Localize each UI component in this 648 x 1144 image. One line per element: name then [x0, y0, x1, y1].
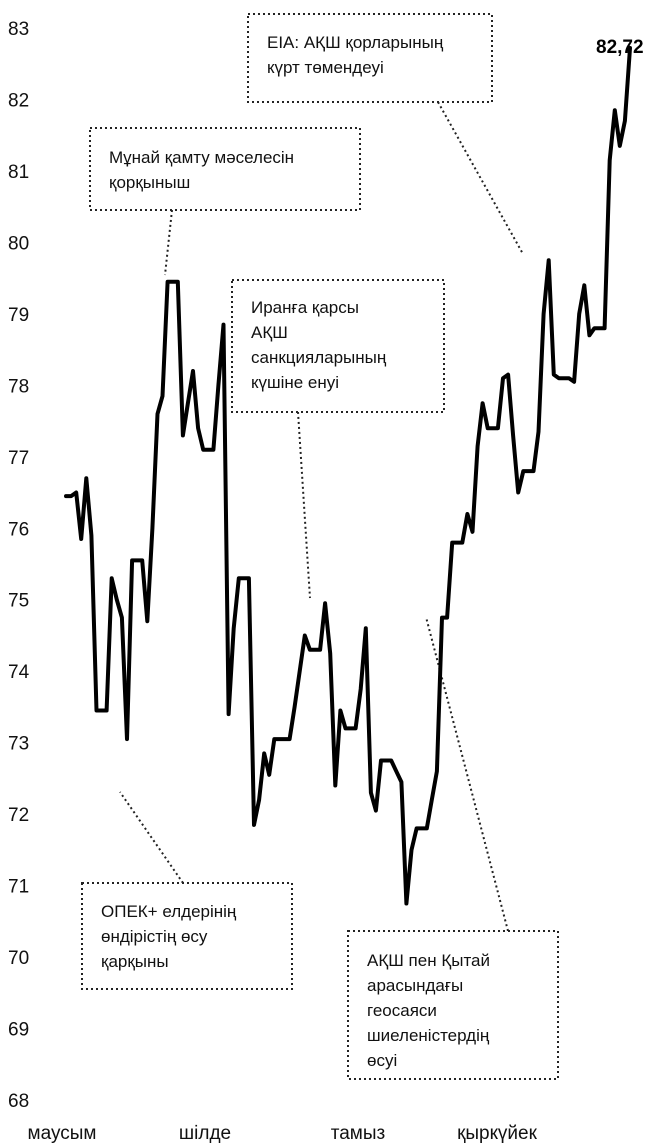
- annotation: Иранға қарсы АҚШ санкцияларының күшіне енуі: [231, 279, 445, 413]
- annotation-text: санкцияларының: [251, 348, 387, 367]
- annotation-text: EIA: АҚШ қорларының: [267, 33, 444, 52]
- y-tick-label: 69: [8, 1020, 29, 1041]
- annotation-leader: [437, 101, 524, 255]
- y-tick-label: 75: [8, 591, 29, 612]
- annotation-text: күшіне енуі: [251, 373, 339, 392]
- annotation-box: [347, 930, 559, 1080]
- series-group: [64, 46, 632, 906]
- annotation: EIA: АҚШ қорларының күрт төмендеуі: [247, 13, 493, 103]
- y-tick-label: 72: [8, 805, 29, 826]
- annotation-leaders: [119, 101, 524, 932]
- x-tick-label: маусым: [28, 1123, 97, 1144]
- y-tick-label: 82: [8, 90, 29, 111]
- annotation-text: АҚШ пен Қытай: [367, 951, 490, 970]
- y-tick-label: 81: [8, 162, 29, 183]
- annotation-leader: [164, 209, 173, 276]
- y-tick-label: 74: [8, 662, 30, 683]
- y-axis-ticks: 68 69 70 71 72 73 74 75 76 77 78 79 80 81 82 83: [8, 19, 30, 1112]
- annotation-text: өндірістің өсу: [101, 927, 208, 946]
- annotation-text: қарқыны: [101, 952, 169, 971]
- annotation-leader: [119, 791, 184, 884]
- annotation-text: қорқыныш: [109, 173, 190, 192]
- series-line: [64, 46, 632, 906]
- end-label-group: 82,72: [596, 37, 644, 58]
- annotation-leader: [297, 411, 311, 599]
- annotation-text: арасындағы: [367, 976, 463, 995]
- annotations: EIA: АҚШ қорларының күрт төмендеуі Мұнай қ…: [81, 13, 559, 1080]
- annotation-text: күрт төмендеуі: [267, 58, 384, 77]
- x-tick-label: тамыз: [331, 1123, 386, 1144]
- y-tick-label: 79: [8, 305, 29, 326]
- y-tick-label: 78: [8, 376, 29, 397]
- x-axis-ticks: маусым шілде тамыз қыркүйек: [28, 1123, 538, 1144]
- annotation: Мұнай қамту мәселесін қорқыныш: [89, 127, 361, 211]
- y-tick-label: 71: [8, 877, 29, 898]
- y-tick-label: 80: [8, 233, 29, 254]
- annotation-text: өсуі: [367, 1051, 397, 1070]
- annotation-box: [89, 127, 361, 211]
- x-tick-label: қыркүйек: [457, 1123, 538, 1144]
- y-tick-label: 70: [8, 948, 29, 969]
- y-tick-label: 76: [8, 519, 29, 540]
- end-value-label: 82,72: [596, 37, 644, 58]
- y-tick-label: 77: [8, 448, 29, 469]
- annotation-text: Иранға қарсы: [251, 298, 359, 317]
- annotation-text: геосаяси: [367, 1001, 437, 1020]
- annotation-text: ОПЕК+ елдерінің: [101, 902, 237, 921]
- x-tick-label: шілде: [179, 1123, 231, 1144]
- y-tick-label: 83: [8, 19, 29, 40]
- y-tick-label: 73: [8, 734, 29, 755]
- y-tick-label: 68: [8, 1091, 29, 1112]
- annotation-box: [81, 882, 293, 990]
- annotation-text: АҚШ: [251, 323, 288, 342]
- annotation-box: [247, 13, 493, 103]
- annotation-box: [231, 279, 445, 413]
- annotation: АҚШ пен Қытай арасындағы геосаяси шиеленіст…: [347, 930, 559, 1080]
- annotation-text: Мұнай қамту мәселесін: [109, 148, 294, 167]
- annotation-text: шиеленістердің: [367, 1026, 490, 1045]
- annotation: ОПЕК+ елдерінің өндірістің өсу қарқыны: [81, 882, 293, 990]
